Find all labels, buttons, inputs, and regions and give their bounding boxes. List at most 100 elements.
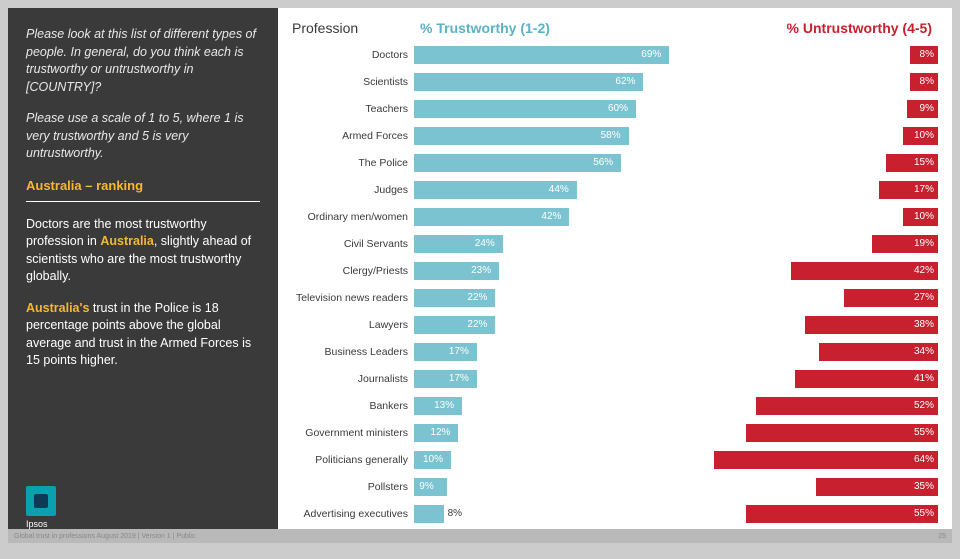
chart-row: Pollsters 9% 35%: [292, 476, 938, 498]
trust-bar: [414, 73, 643, 91]
chart-row: Lawyers22%38%: [292, 314, 938, 336]
untrust-value: 8%: [920, 46, 934, 64]
chart-row: Politicians generally10%64%: [292, 449, 938, 471]
survey-question-1: Please look at this list of different ty…: [26, 26, 260, 96]
untrust-bar: [756, 397, 938, 415]
trust-bar-zone: 62%: [414, 73, 676, 91]
chart-headers: Profession % Trustworthy (1-2) % Untrust…: [292, 20, 938, 36]
untrust-value: 41%: [914, 370, 934, 388]
trust-value: 42%: [541, 208, 561, 226]
untrust-bar: [746, 424, 939, 442]
trust-value: 22%: [467, 289, 487, 307]
chart-row: Armed Forces58%10%: [292, 125, 938, 147]
trust-bar-zone: 22%: [414, 289, 676, 307]
trust-bar: [414, 505, 444, 523]
row-label: Scientists: [292, 76, 414, 88]
untrust-value: 15%: [914, 154, 934, 172]
trust-value: 23%: [471, 262, 491, 280]
divider: [26, 201, 260, 202]
row-label: Bankers: [292, 400, 414, 412]
row-label: Doctors: [292, 49, 414, 61]
trust-value: 12%: [430, 424, 450, 442]
country-ranking-label: Australia – ranking: [26, 177, 260, 195]
untrust-value: 52%: [914, 397, 934, 415]
trust-value: 24%: [475, 235, 495, 253]
trust-bar-zone: 8%: [414, 505, 676, 523]
trust-value: 10%: [423, 451, 443, 469]
row-label: Advertising executives: [292, 508, 414, 520]
row-label: Politicians generally: [292, 454, 414, 466]
logo-block: Ipsos: [26, 486, 260, 531]
untrust-bar-zone: 35%: [682, 478, 938, 496]
row-label: Ordinary men/women: [292, 211, 414, 223]
trust-bar-zone: 42%: [414, 208, 676, 226]
row-label: Journalists: [292, 373, 414, 385]
untrust-bar: [746, 505, 939, 523]
insight-paragraph-2: Australia's trust in the Police is 18 pe…: [26, 300, 260, 370]
trust-value: 8%: [448, 505, 462, 523]
untrust-value: 55%: [914, 424, 934, 442]
untrust-value: 10%: [914, 208, 934, 226]
untrust-bar-zone: 15%: [682, 154, 938, 172]
chart-row: Doctors 69% 8%: [292, 44, 938, 66]
row-label: Clergy/Priests: [292, 265, 414, 277]
row-label: Pollsters: [292, 481, 414, 493]
trust-value: 17%: [449, 343, 469, 361]
trust-bar-zone: 44%: [414, 181, 676, 199]
untrust-bar-zone: 8%: [682, 73, 938, 91]
chart-row: Teachers60%9%: [292, 98, 938, 120]
header-profession: Profession: [292, 20, 414, 36]
trust-value: 13%: [434, 397, 454, 415]
untrust-bar-zone: 27%: [682, 289, 938, 307]
untrust-bar-zone: 41%: [682, 370, 938, 388]
untrust-bar-zone: 8%: [682, 46, 938, 64]
trust-value: 56%: [593, 154, 613, 172]
header-trustworthy: % Trustworthy (1-2): [414, 20, 676, 36]
trust-bar: [414, 100, 636, 118]
trust-bar-zone: 56%: [414, 154, 676, 172]
untrust-bar-zone: 52%: [682, 397, 938, 415]
untrust-value: 42%: [914, 262, 934, 280]
chart-row: Bankers 13% 52%: [292, 395, 938, 417]
header-untrustworthy: % Untrustworthy (4-5): [676, 20, 938, 36]
trust-value: 9%: [419, 478, 433, 496]
insight-1-accent: Australia: [100, 234, 154, 248]
trust-bar-zone: 24%: [414, 235, 676, 253]
chart-row: Business Leaders17%34%: [292, 341, 938, 363]
untrust-bar-zone: 19%: [682, 235, 938, 253]
untrust-bar-zone: 38%: [682, 316, 938, 334]
trust-bar-zone: 10%: [414, 451, 676, 469]
untrust-bar-zone: 9%: [682, 100, 938, 118]
trust-bar: [414, 46, 669, 64]
trust-value: 58%: [601, 127, 621, 145]
trust-bar-zone: 60%: [414, 100, 676, 118]
chart-row: Clergy/Priests 23% 42%: [292, 260, 938, 282]
trust-value: 62%: [615, 73, 635, 91]
row-label: Television news readers: [292, 292, 414, 304]
chart-row: Government ministers12%55%: [292, 422, 938, 444]
untrust-bar: [714, 451, 938, 469]
row-label: Judges: [292, 184, 414, 196]
untrust-value: 19%: [914, 235, 934, 253]
footer-page-number: 25: [938, 533, 946, 540]
trust-bar-zone: 23%: [414, 262, 676, 280]
chart-row: Judges44%17%: [292, 179, 938, 201]
row-label: The Police: [292, 157, 414, 169]
chart-panel: Profession % Trustworthy (1-2) % Untrust…: [278, 8, 952, 543]
footer-left: Global trust in professions August 2019 …: [14, 533, 195, 540]
trust-value: 44%: [549, 181, 569, 199]
trust-value: 69%: [641, 46, 661, 64]
chart-row: Scientists 62% 8%: [292, 71, 938, 93]
footer-strip: Global trust in professions August 2019 …: [8, 529, 952, 543]
trust-value: 60%: [608, 100, 628, 118]
chart-row: Ordinary men/women 42% 10%: [292, 206, 938, 228]
trust-bar-zone: 69%: [414, 46, 676, 64]
trust-bar-zone: 22%: [414, 316, 676, 334]
untrust-value: 55%: [914, 505, 934, 523]
slide: Please look at this list of different ty…: [8, 8, 952, 543]
untrust-value: 9%: [920, 100, 934, 118]
trust-bar-zone: 17%: [414, 343, 676, 361]
chart-row: The Police 56% 15%: [292, 152, 938, 174]
sidebar: Please look at this list of different ty…: [8, 8, 278, 543]
row-label: Business Leaders: [292, 346, 414, 358]
